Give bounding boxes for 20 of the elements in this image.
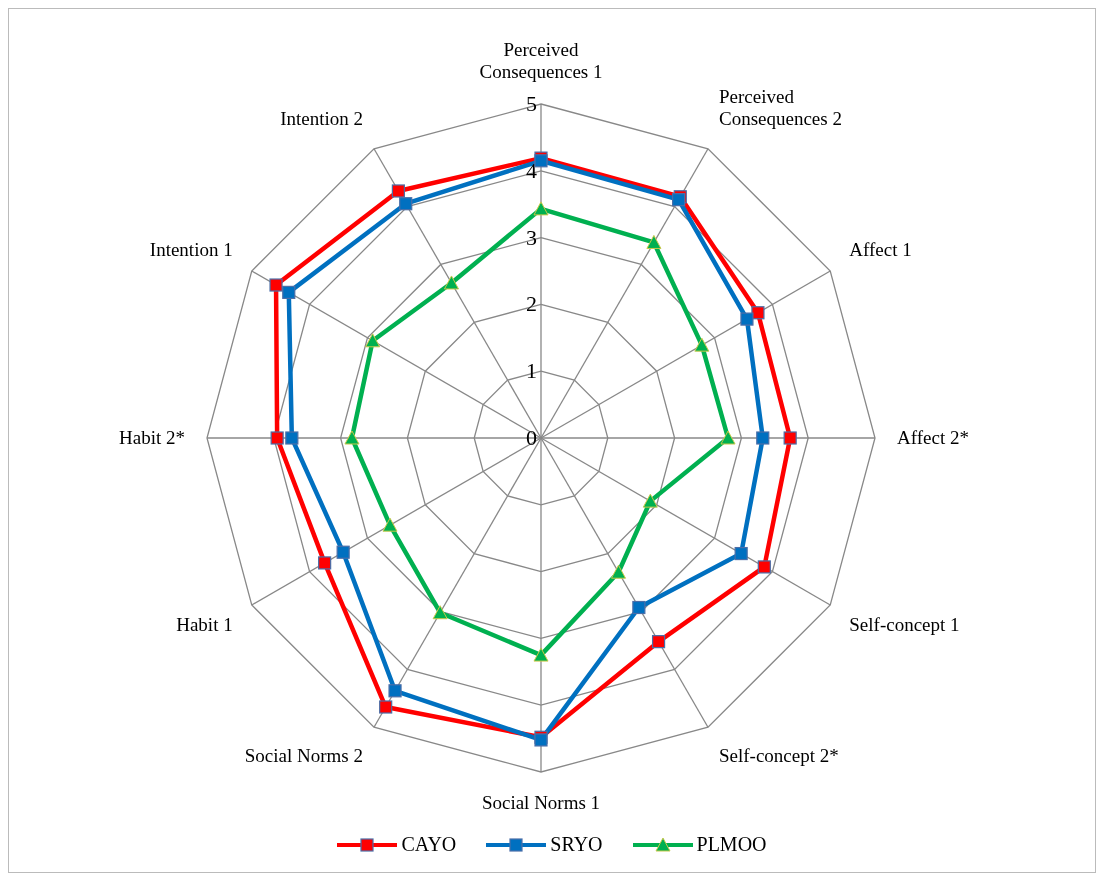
y-tick-label: 1 <box>526 358 537 384</box>
spoke-label: Self-concept 2* <box>719 744 839 766</box>
spoke-label: Self-concept 1 <box>849 614 960 636</box>
y-tick-label: 0 <box>526 425 537 450</box>
spoke-label: Habit 1 <box>176 614 233 636</box>
spoke-label: Social Norms 1 <box>481 792 601 814</box>
spoke-label: Intention 1 <box>149 238 233 260</box>
spoke-label: Social Norms 2 <box>244 744 363 766</box>
spoke-label: Affect 2* <box>897 426 969 448</box>
legend-label: PLMOO <box>696 833 767 856</box>
spoke-label: Affect 1 <box>849 238 912 260</box>
legend-label: SRYO <box>550 833 603 856</box>
y-tick-label: 3 <box>526 224 537 250</box>
spoke-label: Perceived Consequences 2 <box>719 86 842 130</box>
spoke-label: Perceived Consequences 1 <box>479 38 603 82</box>
legend-label: CAYO <box>401 833 457 856</box>
spoke-label: Intention 2 <box>280 108 363 130</box>
y-tick-label: 5 <box>526 91 537 116</box>
spoke-label: Habit 2* <box>119 426 185 448</box>
y-tick-label: 2 <box>526 291 537 317</box>
